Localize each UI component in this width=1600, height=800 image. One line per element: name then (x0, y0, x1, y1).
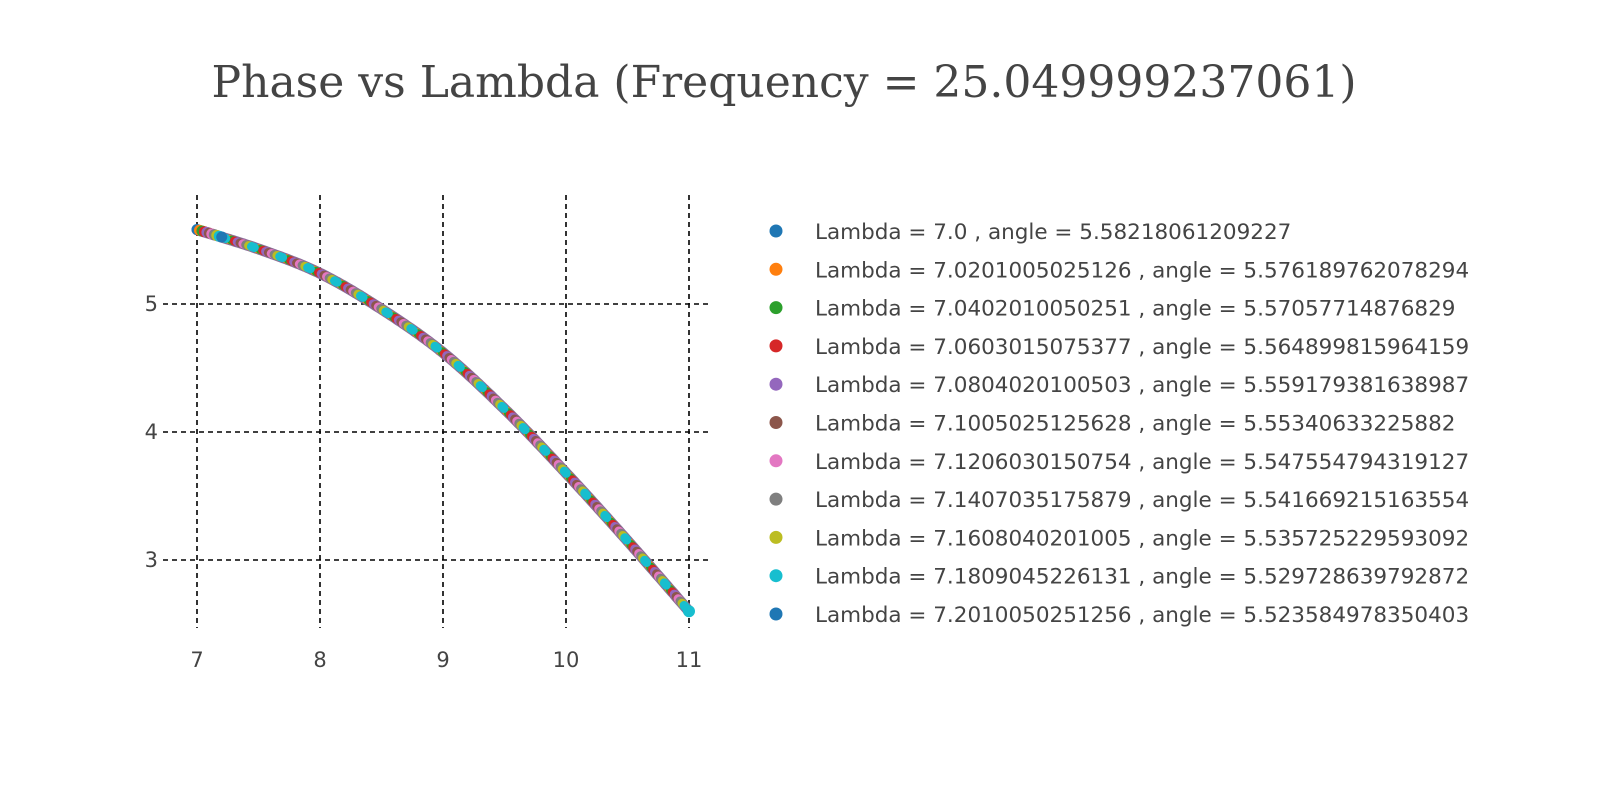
legend-marker (769, 530, 783, 544)
end-point (683, 605, 695, 618)
legend-marker (769, 262, 783, 276)
legend[interactable]: Lambda = 7.0 , angle = 5.58218061209227 L… (769, 220, 1470, 628)
legend-label: Lambda = 7.1407035175879 , angle = 5.541… (815, 488, 1469, 513)
legend-label: Lambda = 7.1809045226131 , angle = 5.529… (815, 565, 1469, 590)
x-tick-label: 10 (553, 648, 580, 672)
x-tick-label: 7 (190, 648, 203, 672)
legend-marker (769, 224, 783, 238)
legend-label: Lambda = 7.1005025125628 , angle = 5.553… (815, 412, 1455, 437)
legend-label: Lambda = 7.0603015075377 , angle = 5.564… (815, 335, 1469, 360)
legend-items: Lambda = 7.0 , angle = 5.58218061209227 L… (769, 220, 1470, 628)
data-points (191, 223, 228, 243)
y-tick-label: 5 (145, 292, 158, 316)
series-point (216, 231, 228, 243)
legend-marker (769, 569, 783, 583)
x-tick-label: 8 (313, 648, 326, 672)
legend-item[interactable]: Lambda = 7.1206030150754 , angle = 5.547… (769, 450, 1470, 475)
y-tick-label: 4 (145, 420, 158, 444)
curve-markers-10 (192, 225, 694, 616)
legend-marker (769, 416, 783, 429)
legend-marker (769, 492, 783, 506)
legend-item[interactable]: Lambda = 7.1407035175879 , angle = 5.541… (769, 488, 1470, 513)
legend-label: Lambda = 7.0 , angle = 5.58218061209227 (815, 220, 1291, 245)
x-tick-label: 11 (676, 648, 703, 672)
legend-marker (769, 339, 783, 353)
chart-title: Phase vs Lambda (Frequency = 25.04999923… (212, 57, 1357, 108)
legend-label: Lambda = 7.1608040201005 , angle = 5.535… (815, 526, 1469, 551)
curve-markers-4 (192, 225, 694, 616)
y-axis-ticks: 3 4 5 (145, 292, 158, 572)
legend-item[interactable]: Lambda = 7.1608040201005 , angle = 5.535… (769, 526, 1470, 551)
legend-item[interactable]: Lambda = 7.1005025125628 , angle = 5.553… (769, 412, 1456, 437)
legend-label: Lambda = 7.1206030150754 , angle = 5.547… (815, 450, 1469, 475)
legend-marker (769, 454, 783, 468)
legend-item[interactable]: Lambda = 7.0402010050251 , angle = 5.570… (769, 297, 1456, 322)
x-tick-label: 9 (436, 648, 449, 672)
legend-label: Lambda = 7.2010050251256 , angle = 5.523… (815, 603, 1469, 628)
legend-item[interactable]: Lambda = 7.0 , angle = 5.58218061209227 (769, 220, 1292, 245)
legend-marker (769, 301, 783, 315)
legend-item[interactable]: Lambda = 7.0603015075377 , angle = 5.564… (769, 335, 1470, 360)
y-tick-label: 3 (145, 548, 158, 572)
legend-item[interactable]: Lambda = 7.1809045226131 , angle = 5.529… (769, 565, 1470, 590)
legend-label: Lambda = 7.0402010050251 , angle = 5.570… (815, 297, 1455, 322)
legend-marker (769, 607, 783, 621)
legend-label: Lambda = 7.0201005025126 , angle = 5.576… (815, 258, 1469, 283)
legend-item[interactable]: Lambda = 7.0804020100503 , angle = 5.559… (769, 373, 1470, 398)
legend-item[interactable]: Lambda = 7.0201005025126 , angle = 5.576… (769, 258, 1470, 283)
x-axis-ticks: 7 8 9 10 11 (190, 648, 702, 672)
legend-item[interactable]: Lambda = 7.2010050251256 , angle = 5.523… (769, 603, 1470, 628)
legend-marker (769, 377, 783, 391)
data-curve (191, 224, 695, 618)
grid (163, 195, 708, 628)
legend-label: Lambda = 7.0804020100503 , angle = 5.559… (815, 373, 1469, 398)
